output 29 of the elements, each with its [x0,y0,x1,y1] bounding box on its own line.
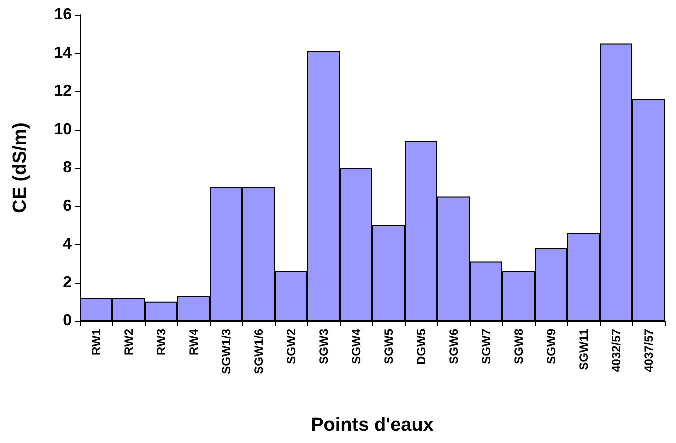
y-tick-label: 10 [54,121,72,138]
x-tick-label: SGW2 [284,328,298,364]
y-tick-label: 2 [63,274,72,292]
x-tick-label: SGW1/6 [252,328,266,374]
y-tick-label: 4 [63,236,72,253]
x-tick-label: SGW4 [349,328,364,364]
y-tick-label: 14 [54,44,72,62]
y-tick-label: 16 [54,6,72,24]
x-tick-label: 4032/57 [609,328,624,372]
x-tick-label: RW1 [89,328,104,356]
y-tick-label: 8 [63,160,72,176]
y-tick-label: 6 [63,198,72,215]
x-tick-label: SGW3 [316,328,331,364]
x-tick-label: SGW6 [446,328,461,364]
x-tick-label: DGW5 [414,328,428,365]
x-tick-label: SGW1/3 [219,328,234,374]
x-tick-label: SGW8 [512,328,526,364]
x-axis-title: Points d'eaux [311,415,434,436]
y-axis-title: CE (dS/m) [10,122,31,214]
y-tick-label: 12 [54,83,72,100]
y-tick-label: 0 [63,312,72,330]
x-tick-label: SGW5 [382,328,396,364]
x-tick-label: SGW9 [544,328,558,364]
x-tick-label: SGW7 [479,328,494,364]
x-tick-label: SGW11 [576,328,591,370]
x-tick-label: 4037/57 [642,328,656,372]
x-tick-label: RW2 [122,328,136,356]
x-tick-label: RW4 [186,328,201,356]
x-tick-label: RW3 [154,328,168,356]
